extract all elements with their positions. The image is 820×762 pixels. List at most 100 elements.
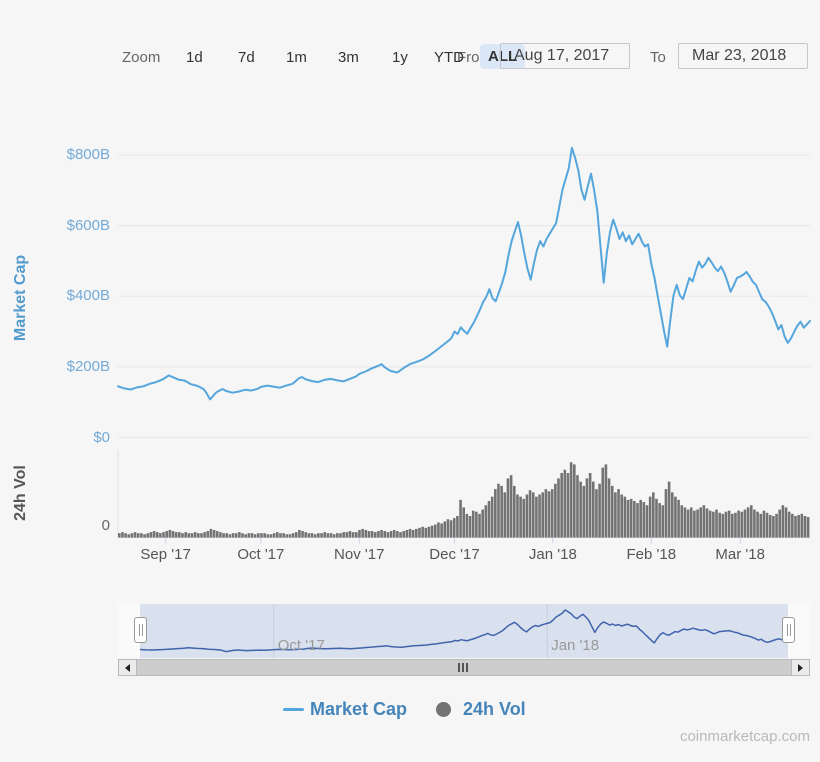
to-date-input[interactable] xyxy=(678,43,808,69)
scrollbar-grip-line[interactable] xyxy=(466,663,468,672)
volume-bar xyxy=(784,507,788,538)
volume-bar xyxy=(664,489,668,538)
volume-bar xyxy=(765,512,769,538)
volume-bar xyxy=(731,513,734,538)
volume-bar xyxy=(465,513,469,538)
navigator-left-handle[interactable] xyxy=(134,617,147,643)
volume-bar xyxy=(721,513,725,538)
volume-bar xyxy=(759,513,763,538)
volume-bar xyxy=(693,510,696,538)
volume-bar xyxy=(487,500,491,538)
volume-bar xyxy=(787,511,791,538)
volume-bars-series xyxy=(118,462,810,538)
volume-bar xyxy=(607,478,611,538)
volume-bar xyxy=(652,492,655,538)
volume-bar xyxy=(193,532,197,538)
volume-bar xyxy=(636,503,639,538)
volume-bar xyxy=(282,533,285,538)
scrollbar-grip-line[interactable] xyxy=(458,663,460,672)
x-axis-month-label: Feb '18 xyxy=(626,546,677,563)
volume-bar xyxy=(187,533,191,538)
volume-bar xyxy=(118,533,121,538)
volume-bar xyxy=(155,532,159,538)
volume-bar xyxy=(197,533,200,538)
market-cap-ytick-label: $200B xyxy=(66,357,110,375)
volume-bar xyxy=(424,527,428,538)
navigator-month-label: Oct '17 xyxy=(277,637,325,654)
volume-bar xyxy=(323,532,326,538)
volume-bar xyxy=(313,534,317,538)
to-label: To xyxy=(650,49,666,66)
volume-bar xyxy=(364,529,368,538)
volume-bar xyxy=(332,534,336,538)
volume-bar xyxy=(806,517,810,538)
range-button-3m[interactable]: 3m xyxy=(338,49,359,66)
volume-bar xyxy=(263,533,266,538)
volume-bar xyxy=(238,532,241,538)
volume-bar xyxy=(206,531,210,538)
range-button-7d[interactable]: 7d xyxy=(238,49,255,66)
volume-bar xyxy=(402,531,405,538)
volume-bar xyxy=(756,511,759,538)
volume-bar xyxy=(446,519,450,538)
range-button-1y[interactable]: 1y xyxy=(392,49,408,66)
volume-bar xyxy=(203,532,206,538)
volume-bar xyxy=(699,507,703,538)
scrollbar-left-arrow-button[interactable] xyxy=(118,659,137,676)
scrollbar-track[interactable] xyxy=(118,659,810,676)
volume-bar xyxy=(708,510,712,538)
volume-bar xyxy=(345,532,349,538)
volume-bar xyxy=(639,499,642,538)
scrollbar-grip-line[interactable] xyxy=(462,663,464,672)
scrollbar-right-arrow-button[interactable] xyxy=(791,659,810,676)
volume-bar xyxy=(124,533,127,538)
volume-bar xyxy=(519,496,522,538)
volume-bar xyxy=(595,489,598,538)
volume-bar xyxy=(285,534,289,538)
volume-bar xyxy=(478,513,481,538)
range-button-1m[interactable]: 1m xyxy=(286,49,307,66)
volume-bar xyxy=(136,533,140,538)
volume-bar xyxy=(645,505,649,538)
volume-bar xyxy=(680,505,684,538)
volume-bar xyxy=(604,464,608,538)
volume-bar xyxy=(667,481,671,538)
volume-bar xyxy=(794,516,797,538)
from-date-input[interactable] xyxy=(500,43,630,69)
volume-bar xyxy=(121,532,124,538)
market-cap-ytick-label: $400B xyxy=(66,287,110,305)
volume-bar xyxy=(260,533,263,538)
volume-bar xyxy=(440,523,443,538)
volume-bar xyxy=(509,475,513,538)
volume-bar xyxy=(279,533,282,538)
volume-bar xyxy=(329,533,333,538)
volume-bar xyxy=(727,510,731,538)
volume-bar xyxy=(212,529,216,538)
legend-item-market-cap[interactable]: Market Cap xyxy=(310,699,408,719)
volume-bar xyxy=(497,483,500,538)
volume-bar xyxy=(746,507,750,538)
volume-bar xyxy=(674,496,677,538)
volume-bar xyxy=(405,529,409,538)
volume-bar xyxy=(775,513,778,538)
volume-bar xyxy=(614,492,617,538)
zoom-label: Zoom xyxy=(122,49,161,66)
navigator-right-handle[interactable] xyxy=(782,617,795,643)
range-button-ytd[interactable]: YTD xyxy=(434,49,464,66)
volume-axis-title: 24h Vol xyxy=(12,465,29,521)
legend-item-24h-vol[interactable]: 24h Vol xyxy=(463,699,526,719)
volume-bar xyxy=(579,481,582,538)
volume-bar xyxy=(623,496,627,538)
range-button-1d[interactable]: 1d xyxy=(186,49,203,66)
volume-bar xyxy=(241,533,244,538)
x-axis-month-label: Dec '17 xyxy=(429,546,480,563)
volume-bar xyxy=(272,533,276,538)
volume-bar xyxy=(310,533,314,538)
volume-bar xyxy=(525,494,529,538)
volume-bar xyxy=(143,534,146,538)
navigator-background xyxy=(118,604,810,658)
x-axis-month-label: Mar '18 xyxy=(715,546,765,563)
volume-bar xyxy=(500,485,503,538)
volume-bar xyxy=(724,511,728,538)
